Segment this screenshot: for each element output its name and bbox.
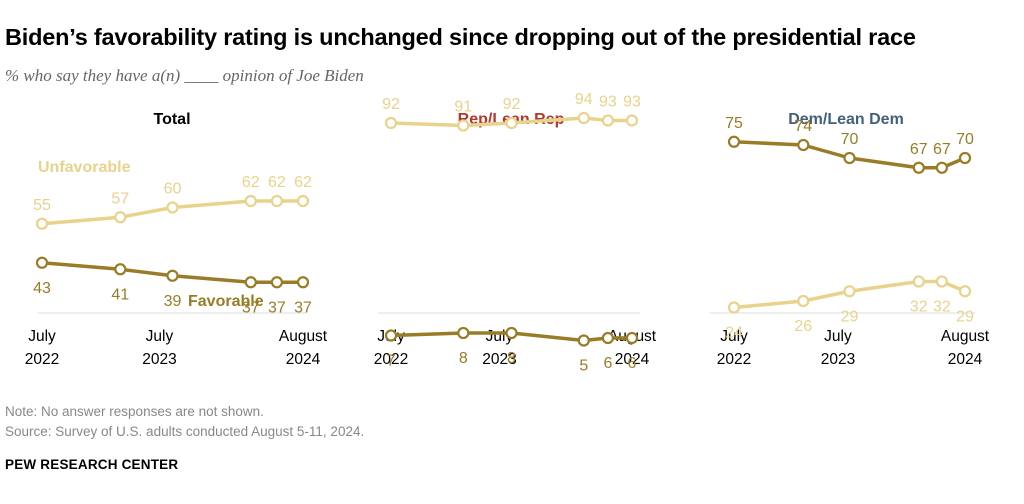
data-point-rep-favorable-2: [505, 326, 518, 340]
data-label-rep-unfavorable-5: 93: [623, 94, 641, 111]
data-label-rep-favorable-1: 8: [459, 350, 468, 367]
series-label-unfavorable: Unfavorable: [38, 159, 131, 176]
data-point-dem-favorable-4: [935, 161, 949, 174]
data-point-rep-favorable-3: [577, 334, 590, 347]
data-point-rep-favorable-5: [625, 331, 639, 345]
data-label-total-unfavorable-4: 62: [268, 174, 286, 191]
data-label-dem-favorable-2: 70: [841, 131, 859, 148]
x-tick-label-dem-2-b: 2024: [948, 351, 983, 368]
data-label-dem-unfavorable-5: 29: [956, 308, 974, 325]
data-point-dem-favorable-1: [797, 138, 810, 152]
data-label-total-favorable-0: 43: [33, 280, 51, 297]
data-label-rep-favorable-4: 6: [603, 355, 612, 372]
data-label-rep-favorable-0: 7: [387, 353, 396, 370]
data-point-total-favorable-4: [270, 276, 283, 289]
data-point-total-favorable-2: [166, 269, 179, 282]
data-label-total-favorable-2: 39: [164, 293, 182, 310]
x-tick-label-dem-1-a: July: [824, 328, 852, 345]
data-point-total-unfavorable-5: [296, 194, 310, 208]
data-point-total-unfavorable-3: [244, 194, 257, 208]
data-label-rep-favorable-5: 6: [628, 355, 637, 372]
data-label-total-favorable-4: 37: [268, 299, 286, 316]
data-point-rep-unfavorable-1: [457, 119, 470, 132]
x-tick-label-dem-1-b: 2023: [821, 351, 855, 368]
chart-subtitle: % who say they have a(n) ____ opinion of…: [5, 66, 364, 85]
data-label-rep-unfavorable-4: 93: [599, 94, 617, 111]
data-label-total-unfavorable-1: 57: [111, 190, 129, 207]
brand-label: PEW RESEARCH CENTER: [5, 457, 179, 472]
data-label-total-unfavorable-3: 62: [242, 174, 260, 191]
data-point-rep-favorable-4: [601, 331, 615, 345]
x-tick-label-rep-0-b: 2022: [374, 351, 408, 368]
x-tick-label-total-2-a: August: [279, 328, 328, 345]
data-label-rep-favorable-2: 8: [507, 350, 516, 367]
data-point-rep-favorable-0: [384, 329, 398, 342]
data-label-rep-unfavorable-3: 94: [575, 91, 593, 108]
chart-title: Biden’s favorability rating is unchanged…: [5, 24, 916, 50]
panel-title-dem: Dem/Lean Dem: [788, 111, 904, 128]
data-label-dem-unfavorable-4: 32: [933, 299, 951, 316]
x-tick-label-rep-2-b: 2024: [615, 351, 650, 368]
data-label-dem-favorable-1: 74: [794, 118, 812, 135]
data-point-dem-unfavorable-2: [843, 285, 856, 298]
x-tick-label-total-0-a: July: [28, 328, 56, 345]
data-point-dem-favorable-5: [958, 151, 972, 165]
data-label-total-unfavorable-0: 55: [33, 197, 51, 214]
data-point-total-favorable-5: [296, 276, 310, 289]
data-label-total-unfavorable-2: 60: [164, 181, 182, 198]
data-label-total-unfavorable-5: 62: [294, 174, 312, 191]
source-text: Source: Survey of U.S. adults conducted …: [5, 424, 365, 439]
data-point-total-favorable-3: [244, 276, 257, 289]
data-label-dem-favorable-3: 67: [910, 141, 928, 158]
data-point-dem-unfavorable-3: [912, 275, 925, 288]
data-point-rep-unfavorable-5: [625, 114, 639, 127]
data-label-rep-unfavorable-0: 92: [382, 96, 400, 113]
x-tick-label-total-1-b: 2023: [142, 351, 176, 368]
data-point-rep-unfavorable-2: [505, 116, 518, 130]
x-tick-label-total-2-b: 2024: [286, 351, 321, 368]
data-point-total-favorable-0: [35, 256, 49, 269]
data-point-total-unfavorable-1: [114, 211, 127, 224]
note-text: Note: No answer responses are not shown.: [5, 404, 264, 419]
data-point-rep-unfavorable-3: [577, 111, 590, 125]
data-point-dem-unfavorable-0: [727, 301, 741, 314]
data-point-rep-unfavorable-0: [384, 116, 398, 130]
x-tick-label-dem-0-a: July: [720, 328, 748, 345]
data-label-dem-favorable-5: 70: [956, 131, 974, 148]
data-point-dem-favorable-2: [843, 151, 856, 165]
data-point-dem-unfavorable-1: [797, 294, 810, 308]
x-tick-label-rep-1-b: 2023: [482, 351, 516, 368]
data-label-rep-favorable-3: 5: [579, 358, 588, 375]
data-label-dem-unfavorable-1: 26: [794, 318, 812, 335]
data-label-dem-favorable-4: 67: [933, 141, 951, 158]
series-label-favorable: Favorable: [188, 293, 264, 310]
data-point-total-unfavorable-0: [35, 217, 49, 230]
data-point-total-unfavorable-2: [166, 201, 179, 214]
data-point-rep-unfavorable-4: [601, 114, 615, 127]
data-point-total-favorable-1: [114, 263, 127, 276]
data-point-dem-favorable-3: [912, 161, 925, 174]
data-point-dem-favorable-0: [727, 135, 741, 148]
x-tick-label-total-1-a: July: [146, 328, 174, 345]
data-label-dem-unfavorable-0: 24: [725, 325, 743, 342]
data-label-dem-unfavorable-3: 32: [910, 299, 928, 316]
data-label-total-favorable-5: 37: [294, 299, 312, 316]
data-point-dem-unfavorable-5: [958, 285, 972, 298]
data-label-total-favorable-3: 37: [242, 299, 260, 316]
data-label-rep-unfavorable-1: 91: [454, 99, 472, 116]
panel-title-total: Total: [153, 111, 190, 128]
data-label-dem-favorable-0: 75: [725, 115, 743, 132]
data-label-dem-unfavorable-2: 29: [841, 308, 859, 325]
data-label-rep-unfavorable-2: 92: [503, 96, 521, 113]
x-tick-label-dem-0-b: 2022: [717, 351, 751, 368]
data-point-total-unfavorable-4: [270, 194, 283, 208]
data-label-total-favorable-1: 41: [111, 286, 129, 303]
x-tick-label-total-0-b: 2022: [25, 351, 59, 368]
data-point-dem-unfavorable-4: [935, 275, 949, 288]
x-tick-label-dem-2-a: August: [941, 328, 990, 345]
data-point-rep-favorable-1: [457, 326, 470, 340]
